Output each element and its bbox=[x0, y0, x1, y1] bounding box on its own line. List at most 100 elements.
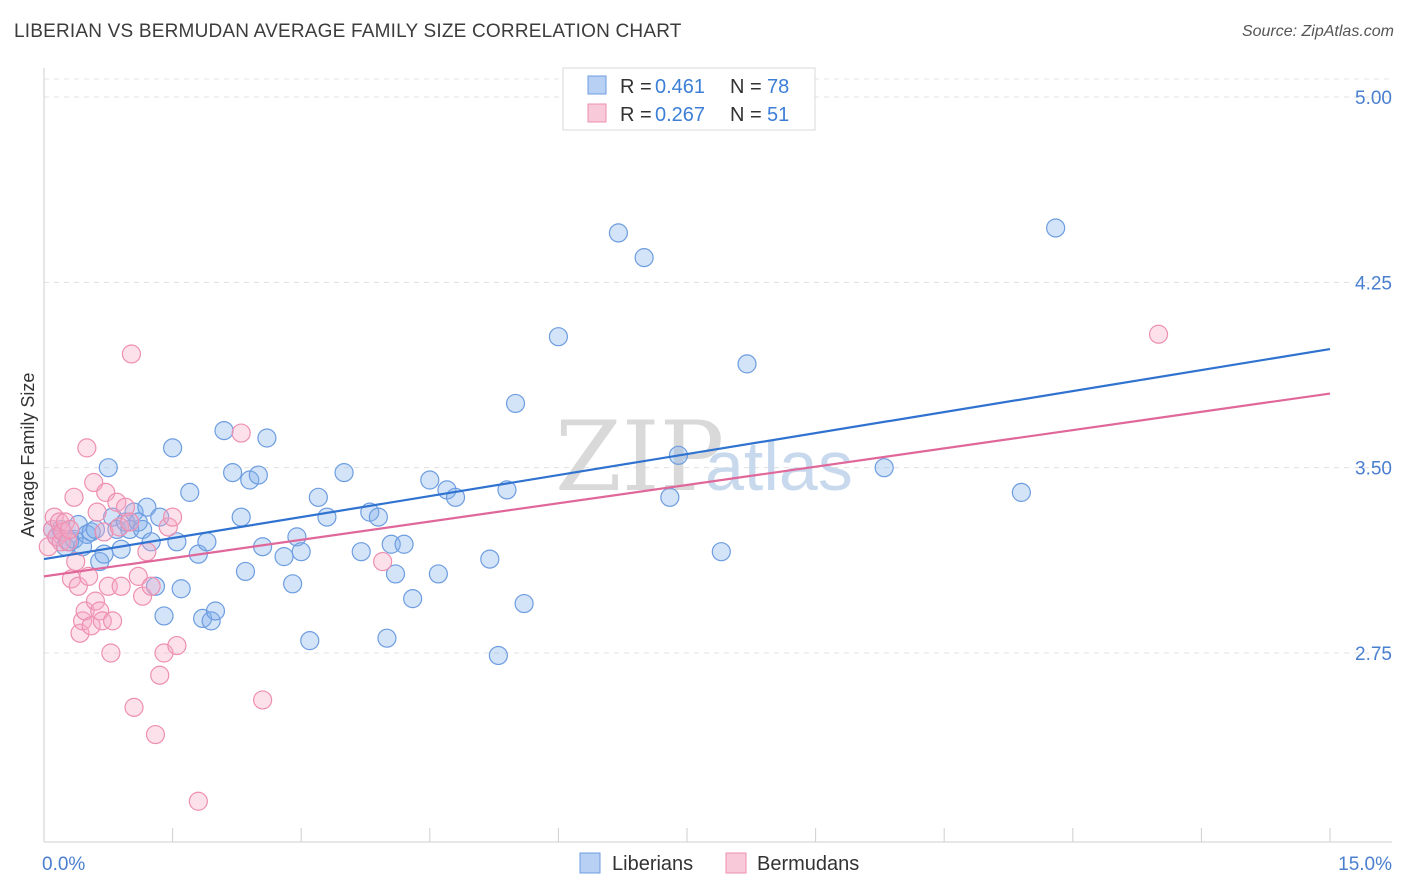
liberian-point-64 bbox=[480, 549, 500, 569]
y-tick-labels: 5.00 4.25 3.50 2.75 bbox=[1355, 88, 1392, 665]
y-tick-label-2: 3.50 bbox=[1355, 459, 1392, 480]
legend-label-liberians: Liberians bbox=[612, 853, 693, 875]
liberian-point-45 bbox=[283, 574, 303, 594]
liberian-trend-line bbox=[43, 347, 1331, 561]
bermudan-point-12 bbox=[66, 551, 86, 572]
source-credit: Source: ZipAtlas.com bbox=[1241, 23, 1394, 40]
trend-lines bbox=[43, 347, 1331, 578]
liberian-point-77 bbox=[1011, 482, 1031, 502]
bermudan-point-50 bbox=[1148, 324, 1169, 344]
bermudan-point-14 bbox=[70, 623, 90, 643]
liberian-point-67 bbox=[505, 393, 526, 414]
legend-r-label-2: R = bbox=[620, 104, 652, 126]
y-tick-label-3: 2.75 bbox=[1355, 644, 1392, 665]
legend-n-value-1: 78 bbox=[767, 76, 789, 98]
legend-r-value-2: 0.267 bbox=[655, 104, 705, 126]
correlation-legend: R = 0.461 N = 78 R = 0.267 N = 51 bbox=[562, 67, 816, 131]
y-axis-title: Average Family Size bbox=[18, 373, 38, 538]
legend-swatch-liberians-bottom bbox=[579, 852, 601, 874]
liberian-point-24 bbox=[145, 576, 166, 596]
y-tick-label-0: 5.00 bbox=[1355, 88, 1392, 109]
liberian-point-26 bbox=[154, 606, 174, 626]
legend-swatch-liberians bbox=[587, 75, 607, 95]
x-tick-label-0: 0.0% bbox=[42, 854, 85, 875]
liberian-point-78 bbox=[1046, 218, 1066, 238]
liberian-point-44 bbox=[274, 547, 294, 567]
liberian-point-43 bbox=[257, 428, 277, 448]
bermudan-point-31 bbox=[109, 517, 130, 537]
liberian-point-22 bbox=[137, 497, 157, 517]
bermudan-point-22 bbox=[87, 502, 107, 522]
bermudan-point-32 bbox=[111, 576, 131, 596]
chart-title: LIBERIAN VS BERMUDAN AVERAGE FAMILY SIZE… bbox=[14, 21, 682, 42]
liberian-point-61 bbox=[428, 564, 448, 584]
liberian-point-34 bbox=[201, 611, 221, 631]
bermudan-point-36 bbox=[124, 697, 144, 717]
bermudan-point-13 bbox=[68, 576, 88, 596]
liberian-point-33 bbox=[197, 532, 217, 552]
bermudan-point-19 bbox=[81, 616, 101, 636]
liberian-point-41 bbox=[248, 465, 268, 485]
legend-label-bermudans: Bermudans bbox=[757, 853, 859, 875]
legend-swatch-bermudans-bottom bbox=[725, 852, 747, 874]
legend-n-label-2: N = bbox=[730, 104, 762, 126]
x-tick-labels: 0.0% 15.0% bbox=[42, 854, 1392, 875]
bermudan-trend-line bbox=[43, 392, 1331, 578]
bermudan-point-28 bbox=[101, 643, 121, 663]
bermudan-point-51 bbox=[188, 791, 208, 811]
liberian-point-54 bbox=[368, 507, 388, 527]
bermudan-point-46 bbox=[167, 635, 187, 656]
liberian-point-71 bbox=[634, 248, 654, 268]
liberian-point-55 bbox=[377, 628, 397, 648]
liberian-point-60 bbox=[420, 470, 440, 490]
bermudan-point-45 bbox=[163, 507, 183, 527]
legend-swatch-bermudans bbox=[587, 103, 607, 123]
bermudan-point-49 bbox=[373, 551, 393, 572]
liberian-point-66 bbox=[497, 480, 517, 500]
liberian-point-69 bbox=[548, 327, 569, 347]
bermudan-point-47 bbox=[231, 423, 251, 443]
liberian-point-48 bbox=[300, 631, 320, 651]
liberian-point-65 bbox=[488, 645, 508, 666]
liberian-point-37 bbox=[223, 463, 243, 483]
liberian-point-51 bbox=[334, 463, 354, 483]
liberian-point-76 bbox=[874, 458, 894, 478]
liberian-point-70 bbox=[608, 223, 629, 243]
bermudan-point-29 bbox=[102, 611, 123, 631]
bermudan-point-42 bbox=[150, 665, 170, 685]
bermudan-point-9 bbox=[60, 519, 80, 540]
liberian-point-57 bbox=[385, 564, 406, 584]
liberian-point-49 bbox=[308, 487, 328, 507]
bermudan-point-40 bbox=[141, 576, 161, 596]
liberian-point-52 bbox=[351, 542, 371, 562]
axes bbox=[43, 68, 1392, 843]
liberian-point-72 bbox=[660, 487, 680, 507]
liberian-point-58 bbox=[394, 534, 414, 554]
liberian-point-74 bbox=[711, 542, 731, 562]
liberian-point-68 bbox=[514, 593, 534, 614]
legend-r-label-1: R = bbox=[620, 76, 652, 98]
bermudan-point-34 bbox=[120, 512, 140, 532]
bermudan-point-16 bbox=[75, 601, 95, 621]
bermudan-point-39 bbox=[137, 542, 157, 562]
bermudan-point-35 bbox=[121, 344, 142, 364]
bermudan-point-48 bbox=[253, 690, 273, 710]
bermudan-point-24 bbox=[92, 611, 112, 631]
data-points bbox=[38, 218, 1169, 811]
liberian-point-16 bbox=[111, 539, 131, 559]
series-legend: Liberians Bermudans bbox=[579, 852, 859, 875]
bermudan-point-18 bbox=[78, 566, 99, 586]
liberian-point-30 bbox=[180, 482, 200, 502]
legend-n-label-1: N = bbox=[730, 76, 762, 98]
bermudan-point-11 bbox=[64, 487, 84, 507]
liberian-point-36 bbox=[214, 421, 234, 441]
liberian-point-27 bbox=[163, 438, 183, 458]
liberian-point-13 bbox=[98, 458, 118, 478]
bermudan-point-41 bbox=[145, 724, 166, 745]
bermudan-point-37 bbox=[128, 566, 148, 586]
liberian-point-35 bbox=[205, 601, 226, 621]
liberian-point-75 bbox=[737, 354, 757, 374]
watermark-zip: ZIP bbox=[555, 401, 724, 513]
y-tick-label-1: 4.25 bbox=[1355, 273, 1392, 294]
